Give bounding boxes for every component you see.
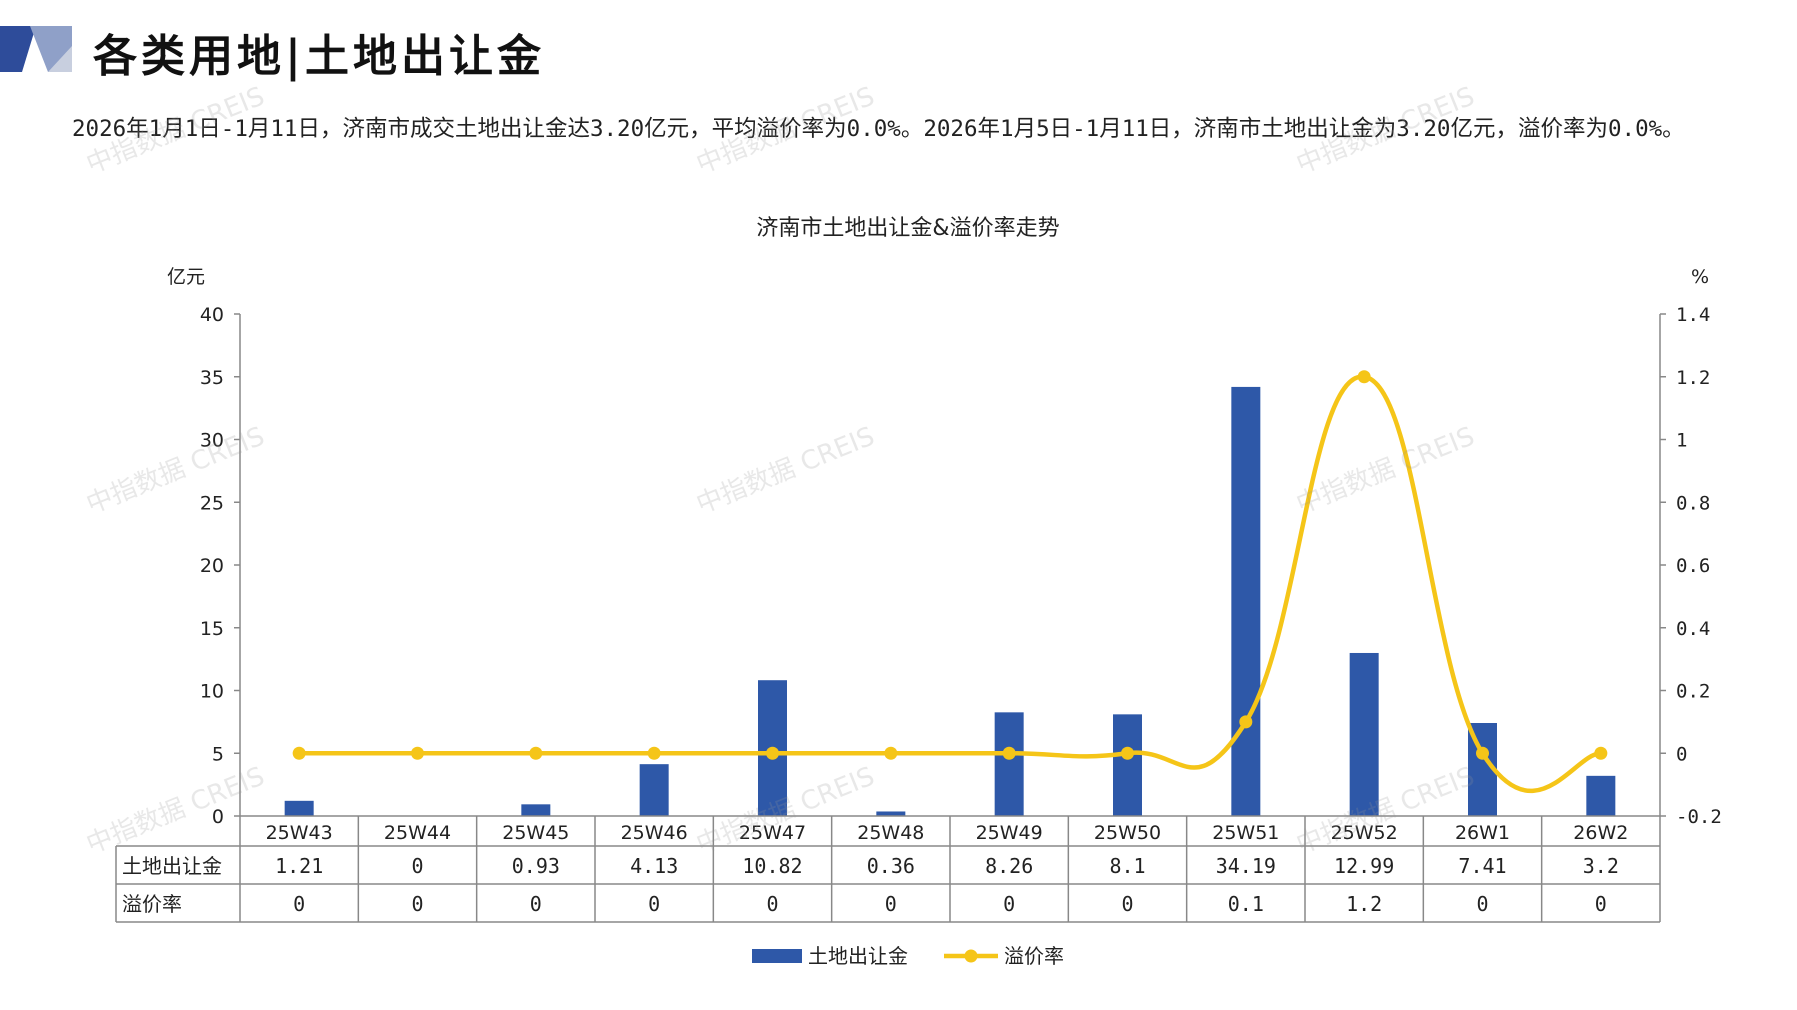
y-left-unit-label: 亿元: [167, 266, 205, 288]
bar-25W45: [521, 804, 551, 816]
y-right-unit-label: %: [1691, 266, 1709, 288]
line-point-25W45: [529, 746, 543, 760]
y-left-tick-label: 35: [200, 367, 224, 389]
table-value-land-fee: 8.26: [985, 854, 1033, 878]
legend-swatch-premium-rate-dot: [964, 949, 978, 963]
bar-25W51: [1231, 386, 1261, 816]
line-point-25W52: [1357, 370, 1371, 384]
premium-rate-line: [299, 374, 1602, 794]
chart-title: 济南市土地出让金&溢价率走势: [756, 216, 1059, 241]
y-left-tick-label: 30: [200, 430, 224, 452]
bar-25W52: [1349, 652, 1379, 816]
y-right-tick-label: 0: [1676, 743, 1687, 765]
x-category-label: 26W2: [1573, 822, 1628, 844]
x-category-label: 26W1: [1455, 822, 1510, 844]
x-category-label: 25W47: [739, 822, 806, 844]
x-category-label: 25W52: [1331, 822, 1398, 844]
y-left-tick-label: 25: [200, 492, 224, 514]
table-value-premium-rate: 0: [648, 892, 660, 916]
line-point-25W46: [647, 746, 661, 760]
table-value-premium-rate: 0: [1476, 892, 1488, 916]
x-category-label: 25W49: [976, 822, 1043, 844]
table-value-land-fee: 12.99: [1334, 854, 1394, 878]
y-right-tick-label: 0.2: [1676, 681, 1710, 703]
line-point-25W48: [884, 746, 898, 760]
line-point-25W47: [766, 746, 779, 760]
y-left-tick-label: 15: [200, 618, 224, 640]
line-point-25W50: [1121, 746, 1134, 760]
summary-text: 2026年1月1日-1月11日，济南市成交土地出让金达3.20亿元，平均溢价率为…: [72, 116, 1685, 142]
y-left-tick-label: 0: [212, 806, 224, 828]
bar-25W49: [994, 712, 1024, 816]
y-left-tick-label: 40: [200, 304, 224, 326]
bar-25W48: [876, 811, 906, 816]
table-value-land-fee: 34.19: [1216, 854, 1276, 878]
y-right-tick-label: 0.6: [1676, 555, 1710, 577]
table-value-premium-rate: 0: [766, 892, 778, 916]
table-value-land-fee: 1.21: [275, 854, 323, 878]
table-value-land-fee: 0.36: [867, 854, 915, 878]
line-point-25W51: [1239, 715, 1253, 729]
bar-25W43: [284, 800, 314, 816]
y-right-tick-label: 0.4: [1676, 618, 1710, 640]
y-right-tick-label: -0.2: [1676, 806, 1722, 828]
y-left-tick-label: 10: [200, 681, 224, 703]
x-category-label: 25W44: [384, 822, 451, 844]
page-title: 各类用地|土地出让金: [93, 31, 546, 82]
table-value-land-fee: 4.13: [630, 854, 678, 878]
table-value-premium-rate: 0: [1003, 892, 1015, 916]
bar-25W50: [1113, 714, 1142, 816]
x-category-label: 25W45: [502, 822, 569, 844]
table-value-land-fee: 7.41: [1458, 854, 1506, 878]
y-left-tick-label: 5: [212, 743, 224, 765]
x-category-label: 25W50: [1094, 822, 1161, 844]
x-category-label: 25W43: [266, 822, 333, 844]
table-value-land-fee: 10.82: [742, 854, 802, 878]
legend-label-premium-rate: 溢价率: [1004, 944, 1064, 968]
table-value-premium-rate: 0: [411, 892, 423, 916]
table-value-premium-rate: 0: [1595, 892, 1607, 916]
table-value-land-fee: 8.1: [1109, 854, 1145, 878]
table-value-premium-rate: 1.2: [1346, 892, 1382, 916]
line-point-26W1: [1476, 746, 1489, 760]
line-point-26W2: [1594, 746, 1608, 760]
line-point-25W49: [1002, 746, 1016, 760]
y-right-tick-label: 0.8: [1676, 492, 1710, 514]
header-logo: [0, 26, 72, 72]
x-category-label: 25W48: [857, 822, 924, 844]
line-point-25W43: [292, 746, 306, 760]
bar-25W46: [639, 764, 669, 816]
bar-26W2: [1586, 775, 1616, 816]
table-value-premium-rate: 0: [1121, 892, 1133, 916]
table-value-land-fee: 0.93: [512, 854, 560, 878]
y-right-tick-label: 1: [1676, 430, 1687, 452]
table-value-premium-rate: 0: [885, 892, 897, 916]
table-value-premium-rate: 0: [530, 892, 542, 916]
table-value-land-fee: 0: [411, 854, 423, 878]
table-row-header-premium-rate: 溢价率: [122, 892, 182, 916]
table-value-premium-rate: 0.1: [1228, 892, 1264, 916]
y-right-tick-label: 1.2: [1676, 367, 1710, 389]
table-value-land-fee: 3.2: [1583, 854, 1619, 878]
legend-label-land-fee: 土地出让金: [808, 944, 908, 968]
x-category-label: 25W46: [621, 822, 688, 844]
line-point-25W44: [411, 746, 424, 760]
table-value-premium-rate: 0: [293, 892, 305, 916]
x-category-label: 25W51: [1212, 822, 1279, 844]
y-right-tick-label: 1.4: [1676, 304, 1710, 326]
table-row-header-land-fee: 土地出让金: [122, 854, 222, 878]
legend-swatch-land-fee: [752, 949, 802, 963]
y-left-tick-label: 20: [200, 555, 224, 577]
